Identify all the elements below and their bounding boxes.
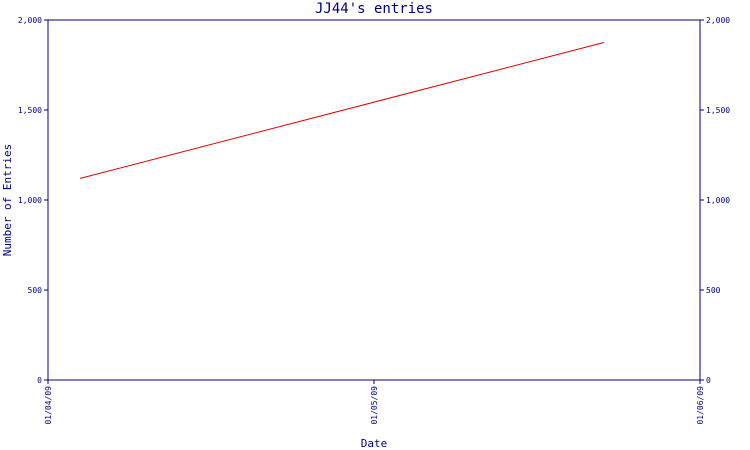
chart-title: JJ44's entries (315, 1, 433, 17)
x-tick-label: 01/05/09 (370, 386, 379, 425)
y-tick-label-left: 2,000 (18, 16, 42, 25)
y-tick-label-right: 500 (706, 286, 721, 295)
y-tick-label-right: 1,000 (706, 196, 730, 205)
y-tick-label-left: 0 (37, 376, 42, 385)
y-tick-label-left: 500 (28, 286, 43, 295)
x-tick-label: 01/04/09 (44, 386, 53, 425)
y-tick-label-left: 1,000 (18, 196, 42, 205)
y-axis-left: 0 500 1,000 1,500 2,000 (18, 16, 48, 385)
series-group (79, 42, 604, 179)
y-tick-label-right: 1,500 (706, 106, 730, 115)
y-axis-right: 0 500 1,000 1,500 2,000 (700, 16, 730, 385)
series-line (79, 42, 604, 179)
y-tick-label-left: 1,500 (18, 106, 42, 115)
y-tick-label-right: 2,000 (706, 16, 730, 25)
x-axis: 01/04/09 01/05/09 01/06/09 (44, 380, 705, 425)
x-tick-label: 01/06/09 (696, 386, 705, 425)
y-tick-label-right: 0 (706, 376, 711, 385)
y-axis-label: Number of Entries (1, 144, 14, 257)
x-axis-label: Date (361, 437, 388, 450)
plot-area (47, 19, 701, 381)
